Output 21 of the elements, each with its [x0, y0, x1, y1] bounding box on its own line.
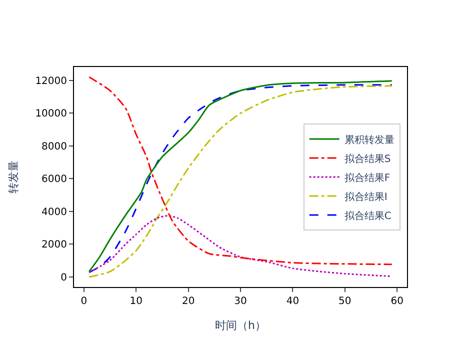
y-tick-label: 2000	[42, 240, 67, 251]
x-tick-label: 60	[390, 296, 404, 307]
x-tick-label: 30	[234, 296, 247, 307]
y-tick-label: 0	[60, 272, 67, 284]
y-tick-label: 8000	[42, 141, 67, 152]
legend-label: 拟合结果I	[344, 190, 388, 203]
x-tick-label: 0	[80, 296, 88, 307]
y-tick-label: 12000	[35, 76, 67, 87]
x-tick-label: 50	[338, 296, 352, 307]
x-tick-label: 10	[130, 296, 142, 307]
x-axis-title: 时间（h）	[215, 319, 266, 332]
y-tick-label: 4000	[42, 206, 67, 218]
x-tick-label: 20	[182, 296, 195, 307]
y-tick-label: 6000	[42, 174, 67, 186]
y-axis-title: 转发量	[6, 160, 20, 194]
legend-label: 拟合结果S	[344, 152, 391, 165]
y-tick-label: 10000	[35, 108, 67, 120]
x-tick-label: 40	[286, 296, 300, 307]
legend-label: 累积转发量	[344, 134, 394, 146]
legend-label: 拟合结果F	[344, 172, 390, 184]
legend-label: 拟合结果C	[344, 210, 392, 222]
